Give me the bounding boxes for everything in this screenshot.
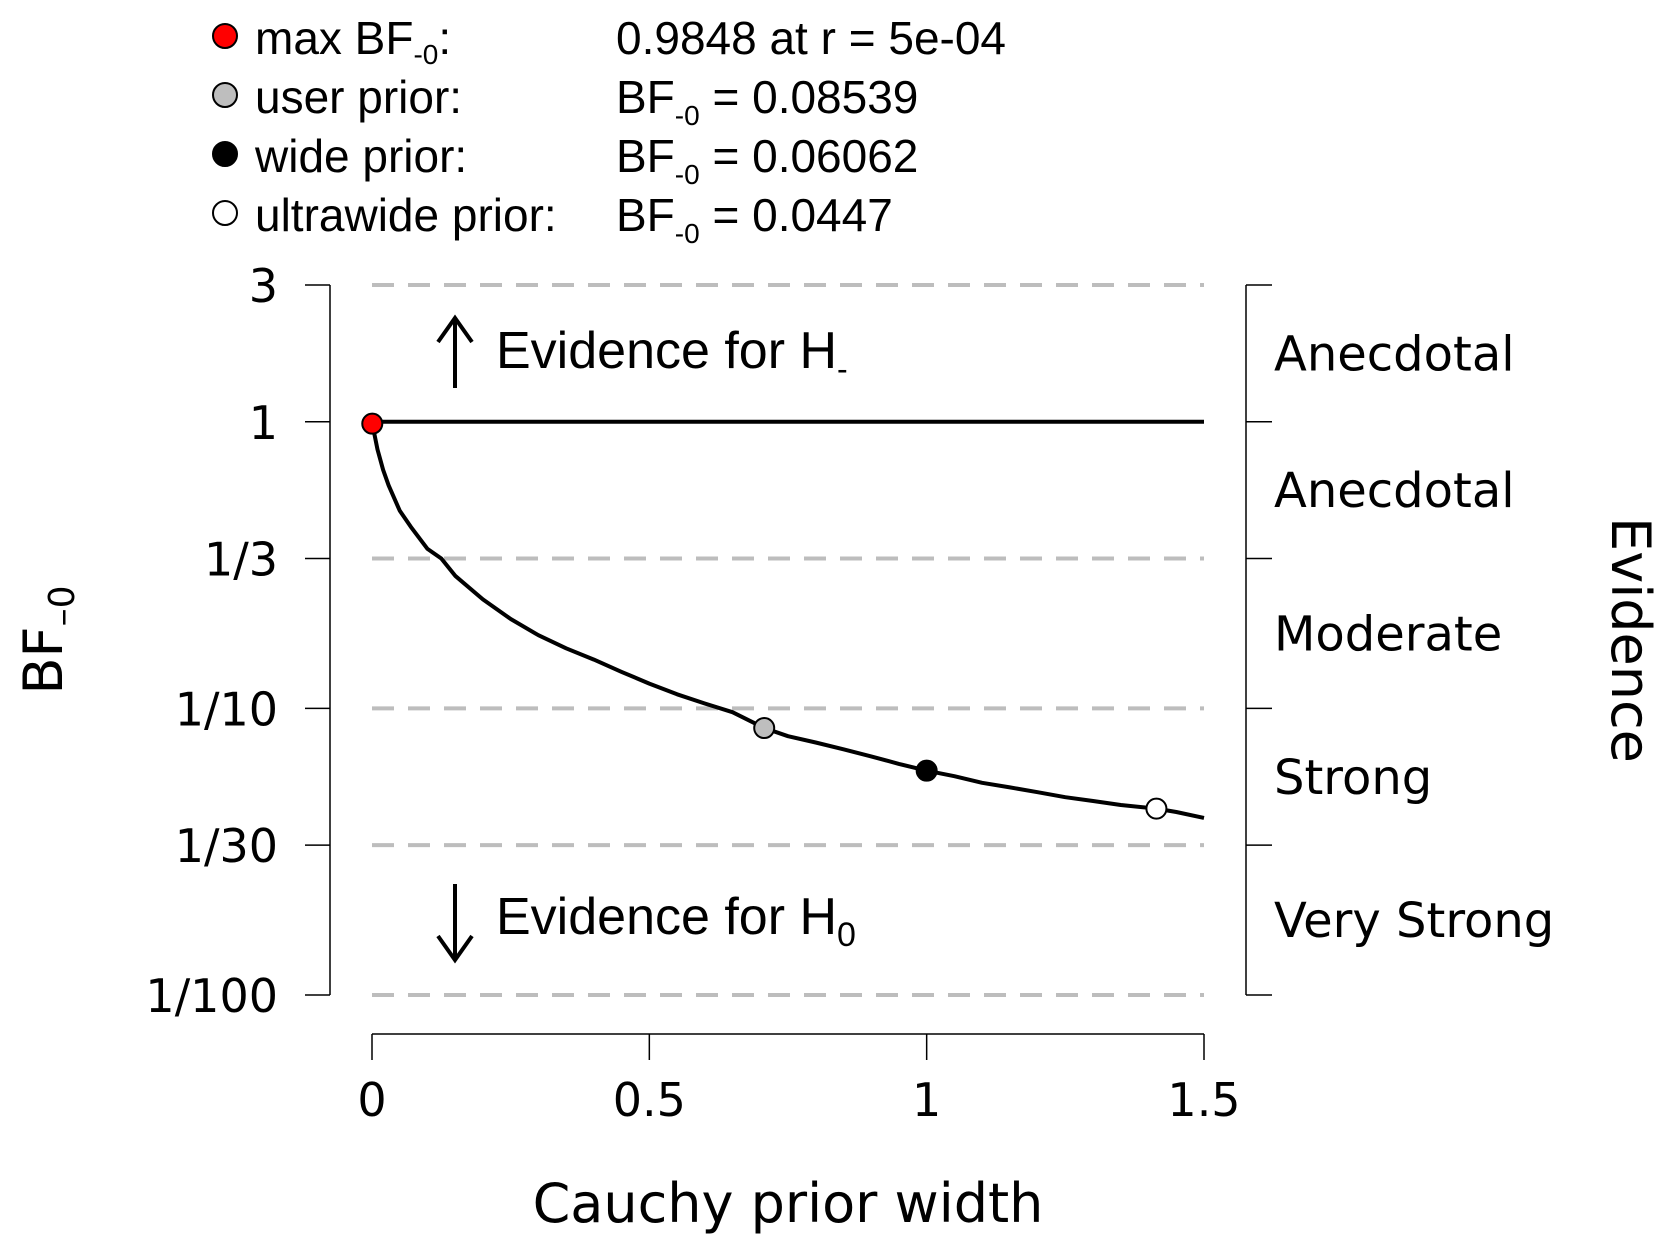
x-tick-label: 0 (357, 1073, 386, 1127)
legend-label: user prior: (255, 71, 462, 123)
y-tick-label: 1 (249, 396, 278, 450)
y-tick-label: 3 (249, 259, 278, 313)
legend-label: max BF-0: (255, 12, 451, 70)
evidence-category-label: Strong (1274, 750, 1432, 806)
evidence-axis-title: Evidence (1599, 517, 1656, 763)
evidence-up-text: Evidence for H- (496, 322, 848, 387)
legend-label: ultrawide prior: (255, 189, 557, 241)
evidence-category-label: Very Strong (1274, 893, 1554, 949)
x-tick-label: 0.5 (613, 1073, 686, 1127)
x-axis: 0 0.5 1 1.5 (357, 1033, 1241, 1127)
data-point (361, 412, 384, 435)
evidence-down-annotation: Evidence for H0 (436, 884, 856, 964)
y-axis-title: BF–0 (12, 585, 83, 694)
evidence-category-label: Moderate (1274, 606, 1502, 662)
y-tick-label: 1/3 (204, 533, 278, 587)
prior-points (361, 412, 1168, 820)
arrow-up-icon (436, 314, 474, 388)
legend-value: 0.9848 at r = 5e-04 (616, 12, 1006, 64)
evidence-axis: Anecdotal Anecdotal Moderate Strong Very Str… (1245, 284, 1554, 996)
legend-value: BF-0 = 0.08539 (616, 71, 918, 131)
evidence-up-annotation: Evidence for H- (436, 314, 848, 388)
legend-marker (212, 82, 238, 108)
legend-marker (212, 23, 238, 49)
y-tick-label: 1/30 (175, 819, 278, 873)
y-tick-label: 1/100 (145, 969, 278, 1023)
evidence-category-label: Anecdotal (1274, 463, 1515, 519)
y-axis: 3 1 1/3 1/10 1/30 1/100 (145, 259, 331, 1023)
legend-value: BF-0 = 0.06062 (616, 130, 918, 190)
evidence-down-text: Evidence for H0 (496, 888, 856, 954)
data-point (1145, 797, 1168, 820)
data-point (915, 759, 938, 782)
legend-value: BF-0 = 0.0447 (616, 189, 893, 249)
series-line (370, 423, 1205, 820)
x-axis-title: Cauchy prior width (533, 1172, 1044, 1235)
y-tick-label: 1/10 (175, 682, 278, 736)
legend: max BF-0: 0.9848 at r = 5e-04 user prior: B… (212, 12, 1006, 249)
data-point (753, 717, 776, 740)
legend-marker (212, 141, 238, 167)
legend-marker (212, 200, 238, 226)
x-tick-label: 1 (912, 1073, 941, 1127)
legend-label: wide prior: (254, 130, 467, 182)
arrow-down-icon (436, 884, 474, 964)
evidence-category-label: Anecdotal (1274, 326, 1515, 382)
x-tick-label: 1.5 (1167, 1073, 1240, 1127)
grid-lines (372, 283, 1204, 997)
